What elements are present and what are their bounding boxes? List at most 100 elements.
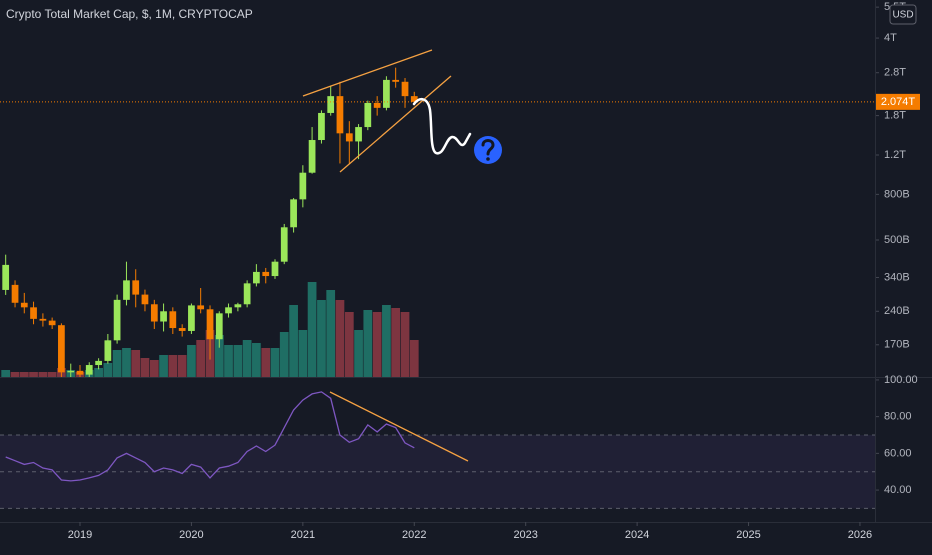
candle-body — [271, 261, 279, 277]
currency-badge — [889, 4, 917, 25]
y-tick-label: 1.8T — [884, 110, 906, 122]
chart-title: Crypto Total Market Cap, $, 1M, CRYPTOCA… — [6, 7, 253, 21]
y-tick-label: 800B — [884, 188, 910, 200]
volume-bar — [19, 372, 29, 377]
candle-body — [401, 81, 409, 97]
candle-body — [336, 96, 344, 134]
candle-body — [178, 328, 186, 331]
axes: 5.5T4T2.8T1.8T1.2T800B500B340B240B170B20… — [68, 0, 920, 541]
rsi-tick-label: 60.00 — [884, 447, 912, 459]
candle-body — [30, 307, 37, 319]
candle-body — [67, 370, 75, 373]
question-dot — [486, 157, 490, 161]
volume-bar — [279, 332, 289, 377]
candle-body — [169, 311, 177, 329]
candle-body — [113, 299, 121, 341]
volume-bar — [298, 330, 308, 377]
candle-body — [262, 271, 270, 277]
volume-bar — [233, 345, 243, 377]
candle-body — [188, 305, 195, 331]
volume-bar — [344, 312, 354, 377]
volume-bar — [214, 335, 224, 377]
volume-bar — [372, 312, 382, 377]
x-tick-label: 2023 — [513, 529, 537, 541]
volume-bar — [363, 310, 373, 377]
rsi-tick-label: 100.00 — [884, 374, 918, 386]
candle-body — [150, 304, 158, 322]
candle-body — [2, 264, 10, 290]
x-tick-label: 2022 — [402, 529, 426, 541]
candle-body — [206, 309, 214, 340]
y-tick-label: 4T — [884, 32, 897, 44]
volume-bar — [317, 300, 326, 377]
volume-bar — [307, 282, 317, 377]
question-glyph — [481, 139, 495, 156]
volume-bar — [112, 350, 122, 377]
last-price-badge — [876, 93, 920, 110]
candle-body — [355, 127, 362, 142]
projection-squiggle — [412, 97, 472, 155]
trend-line — [339, 75, 452, 173]
volume-bar — [149, 360, 159, 377]
volume-bar — [122, 348, 131, 377]
candle-body — [95, 360, 102, 366]
volume-bar — [47, 372, 57, 377]
candle-body — [11, 284, 19, 303]
volume-bar — [103, 363, 113, 377]
candle-body — [160, 311, 167, 322]
x-tick-label: 2020 — [179, 529, 203, 541]
volume-bar — [354, 330, 363, 377]
volume-bar — [242, 340, 252, 377]
candle-body — [327, 96, 335, 113]
volume-bar — [168, 355, 178, 377]
candle-body — [104, 340, 112, 361]
candle-body — [20, 302, 28, 308]
volume-bar — [400, 312, 410, 377]
candle-body — [280, 227, 288, 262]
candle-body — [364, 102, 372, 128]
candle-body — [243, 283, 251, 305]
last-price-label: 2.074T — [881, 96, 916, 108]
rsi-line — [5, 391, 415, 482]
y-tick-label: 500B — [884, 234, 910, 246]
currency-label: USD — [892, 10, 913, 21]
candle-body — [299, 172, 307, 200]
volume-bar — [94, 368, 103, 377]
volume-bar — [391, 308, 401, 377]
y-tick-label: 340B — [884, 271, 910, 283]
drawings — [302, 49, 502, 462]
x-tick-label: 2024 — [625, 529, 649, 541]
rsi-tick-label: 40.00 — [884, 484, 912, 496]
volume-bar — [196, 340, 206, 377]
candle-body — [39, 318, 47, 321]
candle-body — [345, 133, 353, 142]
rsi-tick-label: 80.00 — [884, 411, 912, 423]
candle-body — [234, 304, 242, 308]
volume-bar — [261, 348, 271, 377]
trend-line — [302, 49, 433, 97]
volume-bar — [382, 305, 391, 377]
y-tick-label: 2.8T — [884, 67, 906, 79]
volume-bar — [29, 372, 38, 377]
volume-bar — [289, 305, 298, 377]
candle-body — [48, 320, 56, 326]
volume-bar — [140, 358, 150, 377]
volume-bar — [270, 348, 280, 377]
candle-body — [373, 102, 381, 108]
candle-body — [85, 365, 93, 375]
x-tick-label: 2021 — [291, 529, 315, 541]
volume-bar — [10, 372, 20, 377]
x-tick-label: 2025 — [736, 529, 760, 541]
volume-bar — [159, 355, 168, 377]
candle-body — [225, 307, 232, 314]
volume-bar — [177, 355, 187, 377]
volume-bar — [409, 340, 419, 377]
volume-bar — [187, 345, 196, 377]
candle-body — [410, 96, 418, 102]
candle-body — [197, 305, 205, 310]
volume-bar — [1, 370, 11, 377]
volume-bar — [335, 300, 345, 377]
y-tick-label: 1.2T — [884, 149, 906, 161]
